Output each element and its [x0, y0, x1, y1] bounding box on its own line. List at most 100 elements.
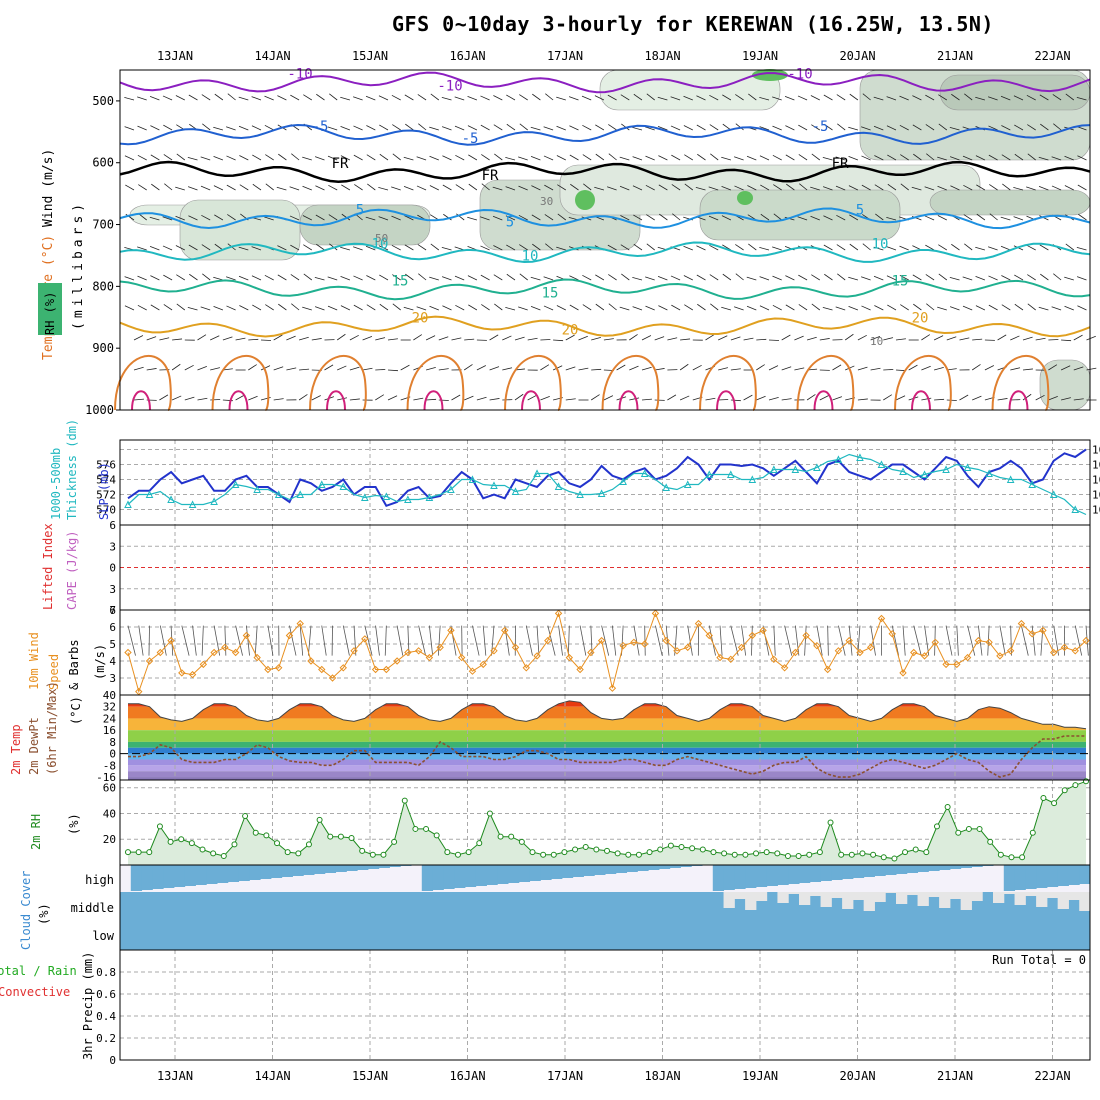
wind-barb: [429, 276, 439, 281]
rh-point: [156, 823, 163, 830]
wind-barb: [861, 305, 871, 311]
wind-barb: [531, 214, 541, 221]
wind-barb: [608, 153, 617, 161]
wind-barb: [341, 213, 351, 221]
wind-barb: [671, 304, 681, 311]
wind10-point: [640, 640, 649, 648]
wind-barb: [328, 184, 338, 191]
wind-barb: [810, 95, 820, 101]
wind-barb: [200, 306, 211, 311]
wind-barb: [184, 364, 194, 371]
slp-line: [127, 448, 1087, 508]
wind-barb: [176, 274, 186, 281]
wind10-barb: [364, 625, 373, 656]
cloud-high-bar: [1003, 865, 1016, 891]
wind10-point: [694, 619, 703, 628]
isotherm-label: 20: [412, 311, 429, 327]
thickness-point: [360, 493, 369, 501]
wind-barb: [913, 153, 922, 161]
rh-point: [380, 851, 387, 858]
wind-barb: [251, 275, 262, 281]
rh-point: [902, 849, 909, 856]
wind-barb: [239, 184, 249, 191]
temp-band: [128, 759, 1086, 766]
wind-barb: [619, 185, 630, 191]
wind-barb: [506, 94, 516, 101]
slp-ylabel-text: 1000-500mb: [49, 448, 63, 520]
wind-barb: [291, 303, 300, 311]
wind10-point: [382, 665, 391, 674]
wind-barb: [494, 153, 503, 161]
wind-barb: [1035, 394, 1045, 401]
wind-barb: [518, 185, 528, 191]
wind-barb: [938, 273, 948, 281]
wind-barb: [451, 394, 461, 401]
wind10-point: [619, 641, 627, 650]
cloud-high-bar: [475, 865, 487, 886]
wind-barb: [519, 123, 528, 131]
rh-point: [699, 846, 706, 853]
thickness-point: [231, 480, 240, 488]
date-label-top: 21JAN: [937, 49, 973, 63]
wind-barb: [926, 153, 935, 161]
wind10-barb: [611, 625, 617, 656]
y-tick-label: 0: [109, 1054, 116, 1067]
wind-barb: [492, 186, 503, 191]
wind-barb: [591, 368, 602, 371]
thickness-point: [619, 477, 627, 485]
wind-barb: [226, 126, 236, 131]
thickness-line: [127, 453, 1087, 516]
thickness-point: [770, 465, 778, 473]
wind10-point: [1028, 630, 1036, 638]
rh-point: [1072, 782, 1079, 789]
wind10-barb: [342, 625, 350, 656]
wind-barb: [506, 123, 516, 131]
isotherm-label: FR: [832, 156, 849, 172]
cloud-mid-bar: [842, 892, 854, 909]
cloud-high-bar: [303, 865, 315, 875]
wind-barb: [949, 127, 960, 131]
wind10-point: [780, 664, 789, 672]
isotherm-25-loop: [894, 355, 952, 411]
wind-barb: [480, 274, 490, 281]
wind-barb: [187, 157, 198, 161]
wind-barb: [1065, 243, 1075, 251]
wind10-point: [716, 653, 724, 662]
wind-barb: [464, 338, 475, 341]
wind-barb: [480, 216, 490, 221]
wind-barb: [1040, 123, 1049, 131]
isotherm-label: 5: [356, 202, 364, 218]
wind-barb: [861, 184, 871, 191]
wind-barb: [629, 334, 638, 341]
rh-point: [721, 850, 728, 857]
rh-point: [348, 834, 355, 841]
wind-barb: [532, 243, 541, 251]
wind-barb: [493, 245, 503, 251]
wind-barb: [696, 124, 706, 131]
rh-point: [263, 832, 270, 839]
cloud-unit: (%): [37, 903, 51, 925]
wind-barb: [1014, 153, 1024, 161]
wind10-point: [178, 669, 186, 677]
wind-barb: [543, 155, 554, 161]
rh-point: [678, 843, 685, 850]
date-label-top: 20JAN: [839, 49, 875, 63]
wind10-barb: [138, 625, 144, 656]
wind-barb: [748, 93, 757, 101]
wind-barb: [1013, 187, 1024, 191]
wind-barb: [772, 304, 782, 311]
wind-barb: [316, 93, 325, 101]
cloud-high-bar: [637, 865, 649, 871]
wind-barb: [543, 126, 554, 131]
wind-barb: [200, 156, 211, 161]
thickness-point: [1071, 505, 1080, 513]
wind-barb: [797, 216, 808, 221]
wind10-point: [1006, 647, 1015, 655]
wind-barb: [252, 304, 262, 311]
wind-barb: [455, 184, 465, 191]
wind-barb: [467, 96, 478, 101]
wind-barb: [607, 94, 617, 101]
wind10-point: [296, 619, 304, 628]
wind10-barb: [148, 625, 150, 656]
